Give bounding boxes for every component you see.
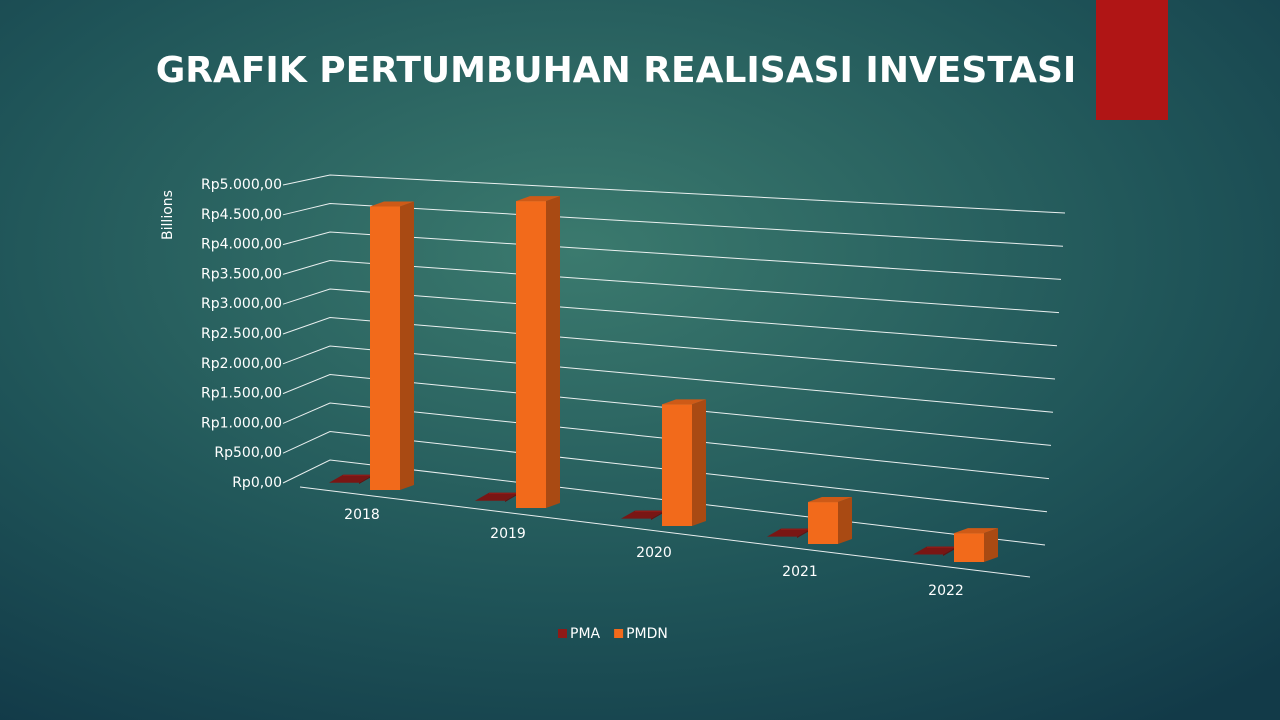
bar [475,492,519,502]
bar-front [489,492,519,494]
y-tick-label: Rp4.000,00 [201,237,282,253]
bar [329,474,373,484]
bar [621,510,665,520]
grid-line [282,459,1046,546]
bar-top [913,546,957,555]
grid-line [282,402,1050,480]
bar-front [954,533,984,562]
bar [954,528,998,562]
bar-front [343,474,373,476]
accent-block [1096,0,1168,120]
y-tick-label: Rp4.500,00 [201,207,282,223]
bar-top [767,528,811,537]
grid-line [282,316,1056,380]
grid-line [282,174,1066,214]
y-tick-label: Rp0,00 [232,475,282,491]
bar-side [943,546,957,556]
bar-top [808,497,852,503]
bar [808,497,852,544]
y-tick-label: Rp1.000,00 [201,415,282,431]
bar-front [781,528,811,530]
bar-side [651,510,665,520]
bar-front [635,510,665,512]
y-tick-label: Rp3.000,00 [201,296,282,312]
y-tick-label: Rp3.500,00 [201,266,282,282]
y-tick-label: Rp2.500,00 [201,326,282,342]
legend-label: PMDN [626,626,668,642]
grid-line [282,231,1062,280]
bar-top [516,196,560,202]
bar-side [400,201,414,490]
bar-front [662,404,692,526]
bar [662,399,706,526]
y-tick-label: Rp5.000,00 [201,177,282,193]
bar-top [954,528,998,534]
bar-side [838,497,852,544]
bar-side [984,528,998,562]
grid-line [282,202,1064,247]
bar-front [370,206,400,490]
bar-top [475,492,519,501]
bar [913,546,957,556]
bar-front [927,546,957,548]
bar-top [662,399,706,405]
floor-edge [299,486,1031,578]
y-axis-title: Billions [160,190,176,240]
bar-side [546,196,560,508]
legend-swatch [558,629,567,638]
bar-top [621,510,665,519]
grid-line [282,430,1048,513]
grid-line [282,259,1060,314]
grid-line [282,373,1052,446]
x-tick-label: 2021 [782,564,818,580]
y-tick-label: Rp500,00 [214,445,282,461]
x-tick-label: 2022 [928,583,964,599]
x-tick-label: 2020 [636,545,672,561]
bar-side [692,399,706,526]
bar-top [370,201,414,207]
bar-top [329,474,373,483]
legend-swatch [614,629,624,638]
bar-side [359,474,373,484]
y-tick-label: Rp1.500,00 [201,386,282,402]
y-tick-label: Rp2.000,00 [201,356,282,372]
bar-front [516,201,546,508]
bar [767,528,811,538]
bar-side [505,492,519,502]
chart-title: GRAFIK PERTUMBUHAN REALISASI INVESTASI [156,50,1077,91]
bar [516,196,560,508]
x-tick-label: 2019 [490,526,526,542]
bar-side [797,528,811,538]
bar-front [808,502,838,544]
grid-line [282,345,1054,413]
x-tick-label: 2018 [344,507,380,523]
legend-label: PMA [570,626,601,642]
grid-line [282,288,1058,347]
bar [370,201,414,490]
